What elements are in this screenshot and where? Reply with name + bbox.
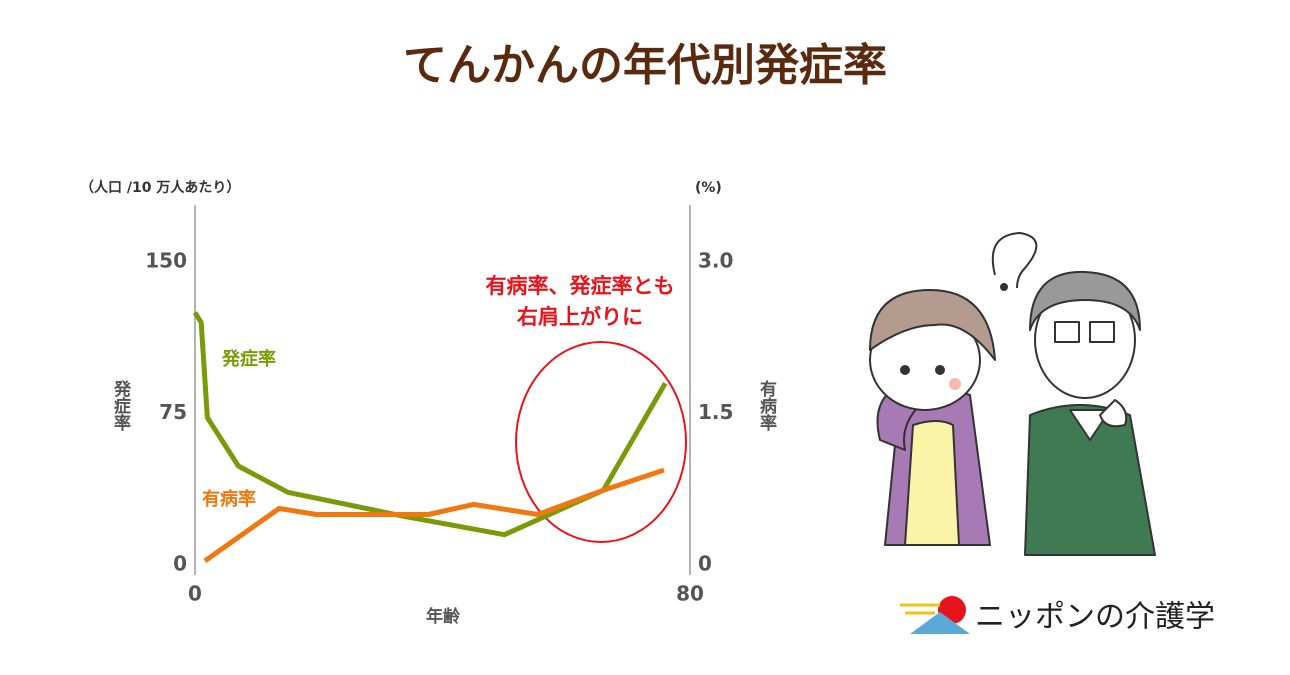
y-tick-label: 75: [159, 400, 187, 424]
y2-tick-label: 3.0: [698, 249, 733, 273]
highlight-circle: [515, 341, 687, 543]
series-line: [192, 311, 668, 538]
y-label: 発症率: [110, 379, 132, 432]
logo: ニッポンの介護学: [900, 596, 1215, 635]
y2-unit: (%): [695, 180, 722, 196]
y-tick-label: 0: [173, 552, 187, 576]
x-tick-label: 80: [676, 582, 704, 606]
x-tick-label: 0: [188, 582, 202, 606]
illustration: [869, 232, 1156, 556]
y2-tick-label: 1.5: [698, 400, 733, 424]
series-line: [203, 467, 665, 564]
series-label: 発症率: [221, 348, 276, 370]
y-unit: （人口 /10 万人あたり）: [80, 179, 240, 196]
logo-text: ニッポンの介護学: [975, 600, 1215, 635]
x-label: 年齢: [426, 606, 461, 627]
y2-tick-label: 0: [698, 552, 712, 576]
y2-label: 有病率: [756, 379, 777, 432]
annotation: 右肩上がりに: [517, 305, 643, 329]
title: てんかんの年代別発症率: [403, 40, 887, 91]
series-label: 有病率: [202, 488, 256, 510]
annotation: 有病率、発症率とも: [486, 274, 675, 298]
y-tick-label: 150: [145, 249, 187, 273]
